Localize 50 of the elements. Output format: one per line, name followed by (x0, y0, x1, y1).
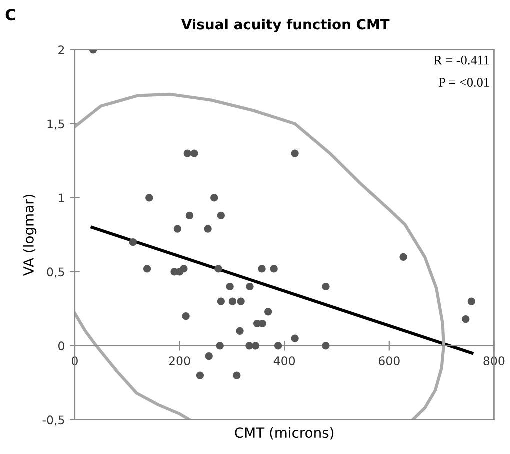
x-tick-label: 200 (169, 356, 190, 366)
point (186, 212, 194, 220)
y-tick-label: -0,5 (42, 416, 64, 426)
point (258, 265, 266, 273)
point (146, 194, 154, 202)
annotation: R = -0.411 (434, 56, 490, 65)
point (322, 282, 330, 291)
point (217, 298, 225, 306)
text: C (6, 9, 16, 21)
y-tick-label: 0 (58, 342, 64, 351)
point (184, 150, 192, 158)
point (180, 265, 188, 273)
point (291, 150, 299, 158)
point (205, 352, 213, 360)
point (237, 298, 245, 306)
point (217, 212, 225, 220)
point (274, 342, 282, 350)
point (228, 298, 237, 306)
point (246, 282, 254, 291)
annotation: P = <0.01 (438, 78, 490, 88)
y-tick-label: 1 (59, 194, 64, 202)
point (143, 265, 152, 273)
y-axis-title: VA (logmar) (23, 194, 37, 276)
point (233, 372, 241, 380)
point (291, 334, 299, 342)
x-tick-label: 400 (274, 356, 296, 366)
point (216, 342, 224, 350)
x-tick-label: 600 (378, 356, 400, 366)
y-tick-label: 0,5 (47, 268, 64, 278)
point (236, 327, 244, 335)
x-axis-title: CMT (microns) (235, 427, 334, 440)
point (264, 308, 272, 316)
point (270, 265, 278, 273)
point (462, 316, 470, 324)
point (190, 150, 198, 158)
point (182, 312, 190, 320)
point (204, 225, 212, 233)
chart-title: Visual acuity function CMT (181, 18, 390, 33)
point (174, 225, 182, 233)
point (196, 372, 204, 380)
point (226, 282, 234, 291)
point (400, 253, 408, 261)
point (129, 238, 137, 246)
point (252, 342, 260, 350)
y-tick-label: 2 (58, 46, 64, 54)
point (468, 298, 476, 306)
y-tick-label: 1,5 (48, 120, 64, 130)
point (322, 342, 330, 350)
point (214, 265, 222, 273)
point (210, 194, 218, 202)
